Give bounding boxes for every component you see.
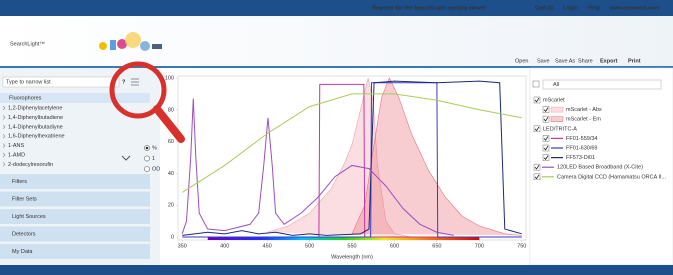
header-link[interactable]: Login — [563, 5, 579, 11]
toolbar-button[interactable]: Print — [628, 58, 641, 64]
series-checkbox[interactable] — [543, 107, 549, 113]
search-placeholder: Type to narrow list — [6, 79, 51, 85]
list-item[interactable]: 1,2-Diphenylacetylene — [8, 105, 62, 111]
y-tick-label: 80 — [168, 107, 174, 113]
x-tick-label: 450 — [263, 243, 272, 249]
filter-value: All — [553, 82, 559, 88]
unit-label: 1 — [152, 156, 155, 162]
header-link[interactable]: Cart (1) — [535, 5, 554, 11]
legend-label[interactable]: mScarlet - Em — [566, 117, 601, 123]
legend-label[interactable]: FF01-559/34 — [566, 136, 598, 142]
x-tick-label: 650 — [432, 243, 441, 249]
y-tick-label: 60 — [168, 139, 174, 145]
section-name: My Data — [12, 249, 33, 255]
filter-checkbox[interactable] — [533, 81, 539, 87]
header-link[interactable]: www.semrock.com — [609, 5, 660, 11]
legend-label[interactable]: FF573-Di01 — [566, 155, 595, 161]
list-item[interactable]: 1,6-Diphenylhexatriene — [8, 134, 65, 140]
list-item[interactable]: 2-dodecylresorufin — [8, 162, 53, 168]
x-axis-label: Wavelength (nm) — [331, 254, 373, 260]
y-tick-label: 20 — [168, 203, 174, 209]
list-item[interactable]: 1-AMD — [8, 152, 25, 158]
legend-label[interactable]: 120LED Based Broadband (X-Cite) — [557, 165, 643, 171]
list-item[interactable]: 1,4-Diphenylbutadiyne — [8, 124, 63, 130]
x-tick-label: 350 — [178, 243, 187, 249]
x-tick-label: 600 — [390, 243, 399, 249]
legend-group: mScarlet — [543, 97, 565, 103]
section-name: Filter Sets — [12, 196, 37, 202]
x-tick-label: 400 — [220, 243, 229, 249]
y-tick-label: 0 — [171, 234, 174, 240]
series-checkbox[interactable] — [534, 164, 540, 170]
legend-swatch — [551, 117, 563, 122]
legend-label[interactable]: FF01-630/69 — [566, 145, 598, 151]
legend-label[interactable]: mScarlet - Abs — [566, 107, 602, 113]
header-link[interactable]: Register for the SearchLight spectra vie… — [372, 5, 487, 11]
category-name: Fluorophores — [9, 95, 42, 101]
legend-label[interactable]: Camera Digital CCD (Hamamatsu ORCA II... — [557, 174, 667, 180]
header-link[interactable]: Help — [588, 5, 601, 11]
section-name: Light Sources — [12, 214, 46, 220]
logo: SearchLight™ — [10, 41, 45, 47]
section-name: Filters — [12, 179, 27, 185]
series-checkbox[interactable] — [534, 174, 540, 180]
toolbar-button[interactable]: Open — [515, 58, 528, 64]
x-tick-label: 700 — [475, 243, 484, 249]
unit-label: % — [152, 145, 157, 151]
list-item[interactable]: 1,4-Diphenylbutadiene — [8, 115, 63, 121]
y-tick-label: 40 — [168, 171, 174, 177]
group-checkbox[interactable] — [534, 126, 540, 132]
unit-radio[interactable] — [144, 156, 149, 161]
unit-radio-dot — [146, 147, 149, 150]
unit-radio[interactable] — [144, 166, 149, 171]
legend-swatch — [551, 107, 563, 112]
list-item[interactable]: 1-ANS — [8, 143, 25, 149]
unit-label: OD — [152, 166, 160, 172]
toolbar-button[interactable]: Save — [537, 58, 550, 64]
page: Register for the SearchLight spectra vie… — [0, 0, 673, 275]
section-name: Detectors — [12, 231, 36, 237]
toolbar-button[interactable]: Share — [578, 58, 593, 64]
series-checkbox[interactable] — [543, 116, 549, 122]
toolbar-button[interactable]: Export — [600, 58, 618, 64]
series-checkbox[interactable] — [543, 135, 549, 141]
series-checkbox[interactable] — [543, 145, 549, 151]
x-tick-label: 500 — [305, 243, 314, 249]
series-checkbox[interactable] — [543, 155, 549, 161]
y-tick-label: 100 — [165, 75, 174, 81]
separator — [0, 66, 673, 68]
x-tick-label: 750 — [517, 243, 526, 249]
legend-group: LED/TRITC-A — [543, 126, 577, 132]
group-checkbox[interactable] — [534, 97, 540, 103]
filter-select[interactable] — [543, 80, 661, 89]
toolbar-button[interactable]: Save As — [555, 58, 575, 64]
x-tick-label: 550 — [347, 243, 356, 249]
status-bar — [0, 265, 673, 275]
